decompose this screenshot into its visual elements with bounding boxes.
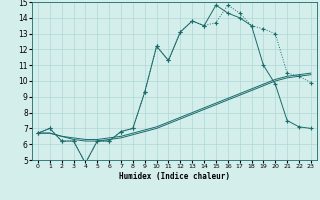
X-axis label: Humidex (Indice chaleur): Humidex (Indice chaleur) <box>119 172 230 181</box>
